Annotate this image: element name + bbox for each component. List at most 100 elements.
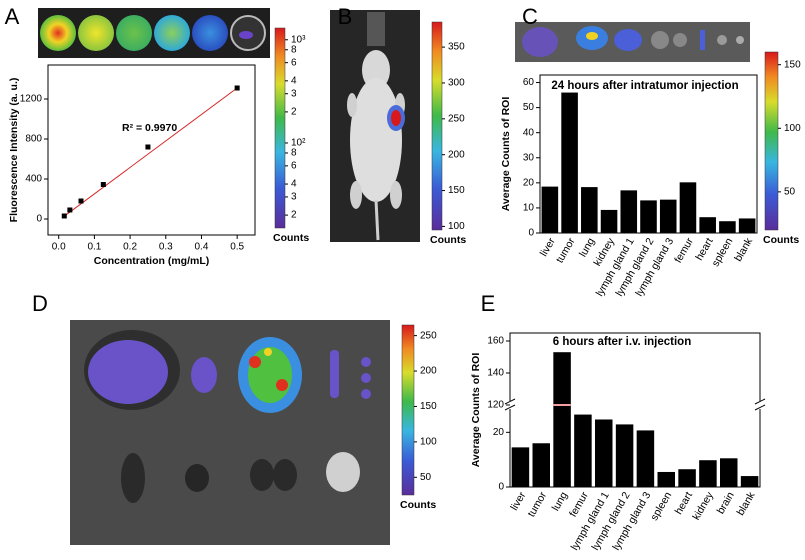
colorbar-label: Counts xyxy=(430,234,466,246)
bar xyxy=(657,471,675,487)
bar xyxy=(581,187,598,233)
y-tick-label: 160 xyxy=(487,336,504,347)
x-axis-label: Concentration (mg/mL) xyxy=(94,255,210,267)
colorbar-tick-label: 100 xyxy=(420,437,437,448)
colorbar xyxy=(431,21,443,231)
axis-break xyxy=(504,398,516,411)
chart-title: 6 hours after i.v. injection xyxy=(553,336,691,348)
annotation: R² = 0.9970 xyxy=(122,122,177,134)
colorbar-tick-label: 50 xyxy=(784,186,796,197)
colorbar-label: Counts xyxy=(763,234,799,246)
point xyxy=(61,213,67,219)
x-tick-label: 0.4 xyxy=(195,242,209,253)
colorbar-tick-label: 2 xyxy=(291,107,297,118)
x-tick-label: 0.3 xyxy=(159,242,173,253)
colorbar-tick-label: 3 xyxy=(291,192,297,203)
chart-title: 24 hours after intratumor injection xyxy=(551,80,738,92)
y-tick-label: 120 xyxy=(487,400,504,411)
colorbar-tick-label: 300 xyxy=(448,78,465,89)
colorbar-tick-label: 150 xyxy=(784,59,801,70)
x-tick-label: blank xyxy=(732,235,755,263)
colorbar-tick-label: 2 xyxy=(291,210,297,221)
x-tick-label: femur xyxy=(672,235,696,265)
bar xyxy=(719,221,736,233)
bar xyxy=(553,352,571,487)
colorbar-tick-label: 6 xyxy=(291,57,297,68)
y-tick-label: 800 xyxy=(25,134,42,145)
colorbar-tick-label: 200 xyxy=(420,366,437,377)
axis-frame xyxy=(509,332,761,488)
colorbar-tick-label: 100 xyxy=(784,123,801,134)
fit-line xyxy=(63,87,238,217)
y-tick-label: 10 xyxy=(523,203,535,214)
bar xyxy=(620,190,638,233)
bar xyxy=(659,199,677,233)
x-tick-label: 0.5 xyxy=(230,242,244,253)
bar xyxy=(600,209,618,233)
bar xyxy=(720,458,738,487)
colorbar-tick-label: 200 xyxy=(448,149,465,160)
y-tick-label: 60 xyxy=(523,77,535,88)
bar xyxy=(511,447,530,487)
y-tick-label: 20 xyxy=(493,427,505,438)
colorbar-tick-label: 4 xyxy=(291,179,297,190)
panel-label: E xyxy=(481,291,496,316)
colorbar xyxy=(401,324,415,496)
colorbar-tick-label: 150 xyxy=(448,185,465,196)
panel-label: B xyxy=(338,4,353,29)
point xyxy=(67,207,73,213)
colorbar-tick-label: 250 xyxy=(420,330,437,341)
panel-label: A xyxy=(5,4,20,29)
colorbar-tick-label: 10³ xyxy=(291,34,306,45)
x-tick-label: brain xyxy=(715,490,737,516)
y-tick-label: 30 xyxy=(523,152,535,163)
bar xyxy=(640,200,657,233)
x-tick-label: tumor xyxy=(554,235,578,265)
y-tick-label: 400 xyxy=(25,174,42,185)
axis-frame xyxy=(539,74,758,234)
colorbar-tick-label: 8 xyxy=(291,44,297,55)
x-tick-label: spleen xyxy=(648,490,674,523)
y-axis-label: Average Counts of ROI xyxy=(470,353,482,468)
y-tick-label: 1200 xyxy=(20,94,43,105)
colorbar-tick-label: 100 xyxy=(448,221,465,232)
bar xyxy=(738,218,756,233)
bar xyxy=(678,469,696,487)
colorbar-tick-label: 50 xyxy=(420,472,432,483)
colorbar xyxy=(274,27,286,229)
y-tick-label: 50 xyxy=(523,102,535,113)
colorbar-tick-label: 10² xyxy=(291,138,306,149)
colorbar-tick-label: 8 xyxy=(291,148,297,159)
colorbar-tick-label: 250 xyxy=(448,113,465,124)
x-tick-label: blank xyxy=(735,489,758,517)
y-tick-label: 0 xyxy=(528,228,534,239)
y-tick-label: 0 xyxy=(36,214,42,225)
x-tick-label: liver xyxy=(508,489,528,512)
colorbar-tick-label: 350 xyxy=(448,42,465,53)
bar xyxy=(679,182,697,233)
organ-strip-image xyxy=(515,22,750,62)
x-tick-label: 0.1 xyxy=(87,242,101,253)
bar xyxy=(615,424,634,487)
organ-image xyxy=(70,320,390,545)
axis-frame xyxy=(47,64,256,236)
bar xyxy=(636,430,655,487)
bar xyxy=(574,414,592,487)
x-tick-label: 0.2 xyxy=(123,242,137,253)
bar xyxy=(595,419,613,487)
bar xyxy=(541,186,559,233)
point xyxy=(145,144,151,150)
axis-break xyxy=(754,398,766,411)
mouse-image xyxy=(330,10,420,242)
point xyxy=(100,182,106,187)
y-tick-label: 20 xyxy=(523,177,535,188)
x-tick-label: kidney xyxy=(690,489,716,522)
colorbar-tick-label: 6 xyxy=(291,161,297,172)
bar xyxy=(699,217,716,233)
colorbar-label: Counts xyxy=(273,232,309,244)
y-tick-label: 140 xyxy=(487,368,504,379)
colorbar xyxy=(764,51,779,231)
bar xyxy=(561,92,578,233)
x-tick-label: tumor xyxy=(525,489,549,519)
